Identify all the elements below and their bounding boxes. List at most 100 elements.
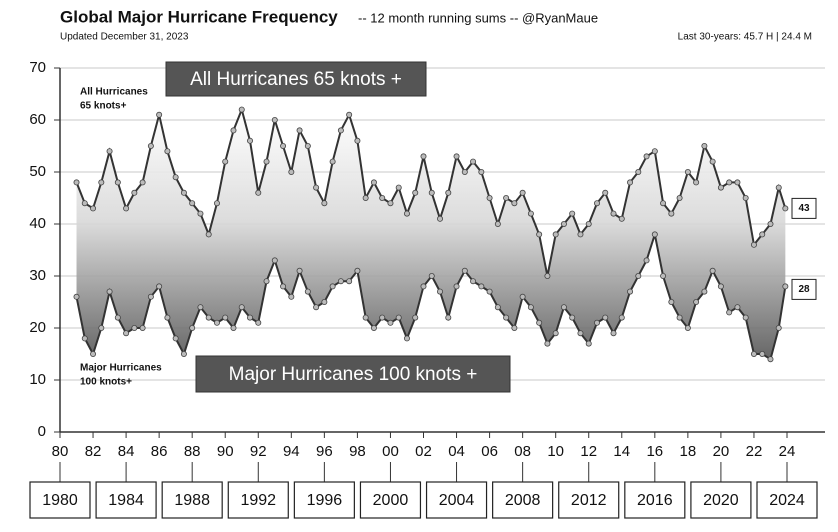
year-box-label: 2016 — [637, 492, 673, 509]
data-point — [627, 179, 634, 186]
data-point — [734, 179, 741, 186]
data-point — [486, 288, 493, 295]
data-point — [668, 298, 675, 305]
x-tick-label: 18 — [680, 443, 697, 460]
year-box-label: 2008 — [505, 492, 541, 509]
end-label-box — [791, 197, 817, 219]
data-point — [651, 148, 658, 155]
data-point — [544, 340, 551, 347]
data-point — [651, 231, 658, 238]
data-point — [263, 278, 270, 285]
year-box-label: 2000 — [373, 492, 409, 509]
year-box — [161, 481, 223, 519]
data-point — [412, 314, 419, 321]
data-point — [329, 158, 336, 165]
year-box — [359, 481, 422, 519]
data-point — [511, 324, 518, 331]
data-point — [296, 127, 303, 134]
data-point — [296, 267, 303, 274]
data-point — [643, 153, 650, 160]
data-point — [98, 324, 105, 331]
data-point — [461, 267, 468, 274]
data-point — [503, 194, 510, 201]
x-tick-label: 22 — [746, 443, 763, 460]
data-point — [81, 200, 88, 207]
end-label: 28 — [798, 284, 810, 295]
data-point — [313, 304, 320, 311]
data-point — [676, 194, 683, 201]
data-point — [478, 168, 485, 175]
data-point — [362, 194, 369, 201]
data-point — [147, 142, 154, 149]
data-point — [494, 304, 501, 311]
data-point — [114, 314, 121, 321]
x-tick-label: 00 — [382, 443, 399, 460]
data-point — [585, 340, 592, 347]
data-point — [379, 194, 386, 201]
data-point — [717, 184, 724, 191]
data-point — [238, 304, 245, 311]
data-point — [693, 298, 700, 305]
x-tick-label: 82 — [85, 443, 102, 460]
year-box — [756, 481, 818, 519]
year-box-label: 2004 — [439, 492, 475, 509]
series-sublabel: 65 knots+ — [80, 101, 127, 112]
data-point — [90, 350, 97, 357]
data-point — [403, 210, 410, 217]
data-point — [428, 272, 435, 279]
data-point — [247, 314, 254, 321]
data-point — [552, 330, 559, 337]
data-point — [370, 324, 377, 331]
data-point — [230, 127, 237, 134]
data-point — [618, 215, 625, 222]
data-point — [346, 111, 353, 118]
data-point — [461, 168, 468, 175]
data-point — [536, 231, 543, 238]
data-point — [437, 215, 444, 222]
data-point — [222, 314, 229, 321]
year-box — [624, 481, 686, 519]
y-tick-label: 0 — [38, 423, 46, 440]
plot: 43 28 — [73, 106, 817, 363]
year-box — [227, 481, 289, 519]
data-point — [593, 319, 600, 326]
data-point — [321, 200, 328, 207]
x-tick-label: 94 — [283, 443, 300, 460]
x-tick-label: 06 — [481, 443, 498, 460]
data-point — [387, 319, 394, 326]
data-point — [362, 314, 369, 321]
data-point — [726, 179, 733, 186]
data-point — [775, 324, 782, 331]
data-point — [486, 194, 493, 201]
data-point — [569, 314, 576, 321]
year-box-label: 1992 — [240, 492, 276, 509]
data-point — [370, 179, 377, 186]
data-point — [139, 324, 146, 331]
data-point — [139, 179, 146, 186]
data-point — [164, 314, 171, 321]
x-tick-label: 14 — [613, 443, 630, 460]
data-point — [189, 200, 196, 207]
x-tick-label: 90 — [217, 443, 234, 460]
x-tick-label: 84 — [118, 443, 135, 460]
data-point — [610, 330, 617, 337]
y-tick-label: 40 — [29, 215, 46, 232]
y-tick-label: 30 — [29, 267, 46, 284]
band-fill — [76, 109, 786, 360]
year-box-label: 1988 — [174, 492, 210, 509]
data-point — [180, 189, 187, 196]
data-point — [684, 168, 691, 175]
data-point — [379, 314, 386, 321]
data-point — [321, 298, 328, 305]
x-tick-label: 80 — [52, 443, 69, 460]
data-point — [750, 241, 757, 248]
x-tick-label: 02 — [415, 443, 432, 460]
data-point — [742, 314, 749, 321]
data-point — [610, 210, 617, 217]
banner-text: All Hurricanes 65 knots + — [190, 69, 402, 90]
data-point — [156, 283, 163, 290]
updated-note: Updated December 31, 2023 — [60, 32, 189, 43]
series-sublabel: 100 knots+ — [80, 377, 132, 388]
data-point — [238, 106, 245, 113]
